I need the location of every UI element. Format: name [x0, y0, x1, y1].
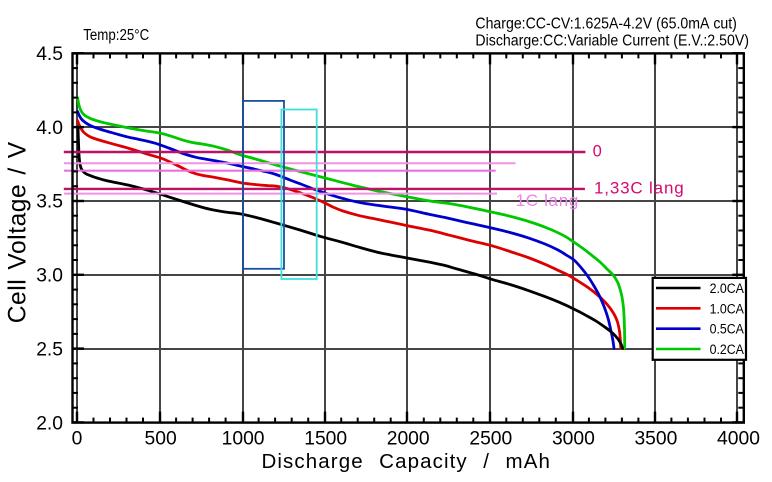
svg-text:3000: 3000: [552, 429, 595, 450]
svg-text:500: 500: [145, 429, 177, 450]
svg-text:Discharge:CC:Variable Current: Discharge:CC:Variable Current (E.V.:2.50…: [475, 32, 749, 49]
svg-text:2500: 2500: [469, 429, 512, 450]
svg-text:4.5: 4.5: [36, 44, 63, 65]
svg-text:Charge:CC-CV:1.625A-4.2V (65.0: Charge:CC-CV:1.625A-4.2V (65.0mA cut): [475, 15, 737, 32]
svg-text:3.5: 3.5: [36, 192, 63, 213]
svg-text:1500: 1500: [304, 429, 347, 450]
svg-text:0.2CA: 0.2CA: [710, 342, 744, 357]
svg-text:Cell Voltage / V: Cell Voltage / V: [4, 141, 31, 323]
svg-text:2.5: 2.5: [36, 339, 63, 360]
svg-text:2000: 2000: [387, 429, 430, 450]
svg-text:2.0: 2.0: [36, 413, 63, 434]
svg-text:Temp:25°C: Temp:25°C: [83, 27, 149, 44]
svg-text:1.0CA: 1.0CA: [710, 301, 744, 316]
svg-text:1000: 1000: [222, 429, 265, 450]
svg-text:1,33C lang: 1,33C lang: [594, 179, 684, 198]
svg-text:4000: 4000: [717, 429, 760, 450]
svg-text:2.0CA: 2.0CA: [710, 281, 744, 296]
svg-text:0.5CA: 0.5CA: [710, 322, 744, 337]
svg-text:4.0: 4.0: [36, 118, 63, 139]
svg-text:3.0: 3.0: [36, 266, 63, 287]
svg-text:0: 0: [593, 143, 602, 161]
svg-text:1C lang: 1C lang: [516, 191, 579, 210]
svg-text:Discharge Capacity / mAh: Discharge Capacity / mAh: [262, 450, 551, 473]
svg-text:3500: 3500: [634, 429, 677, 450]
svg-text:0: 0: [72, 429, 83, 450]
